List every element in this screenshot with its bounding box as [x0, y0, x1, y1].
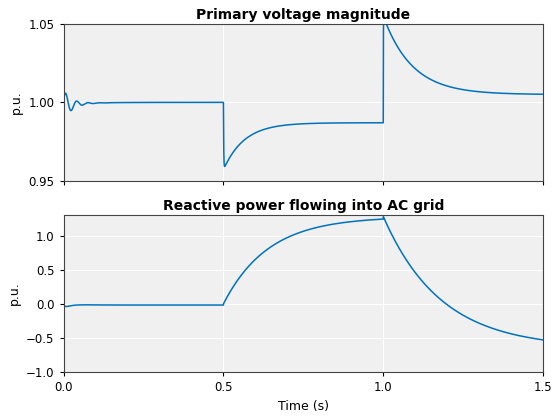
- Title: Reactive power flowing into AC grid: Reactive power flowing into AC grid: [163, 199, 444, 213]
- Y-axis label: p.u.: p.u.: [7, 282, 21, 305]
- Title: Primary voltage magnitude: Primary voltage magnitude: [197, 8, 410, 21]
- X-axis label: Time (s): Time (s): [278, 399, 329, 412]
- Y-axis label: p.u.: p.u.: [10, 90, 23, 114]
